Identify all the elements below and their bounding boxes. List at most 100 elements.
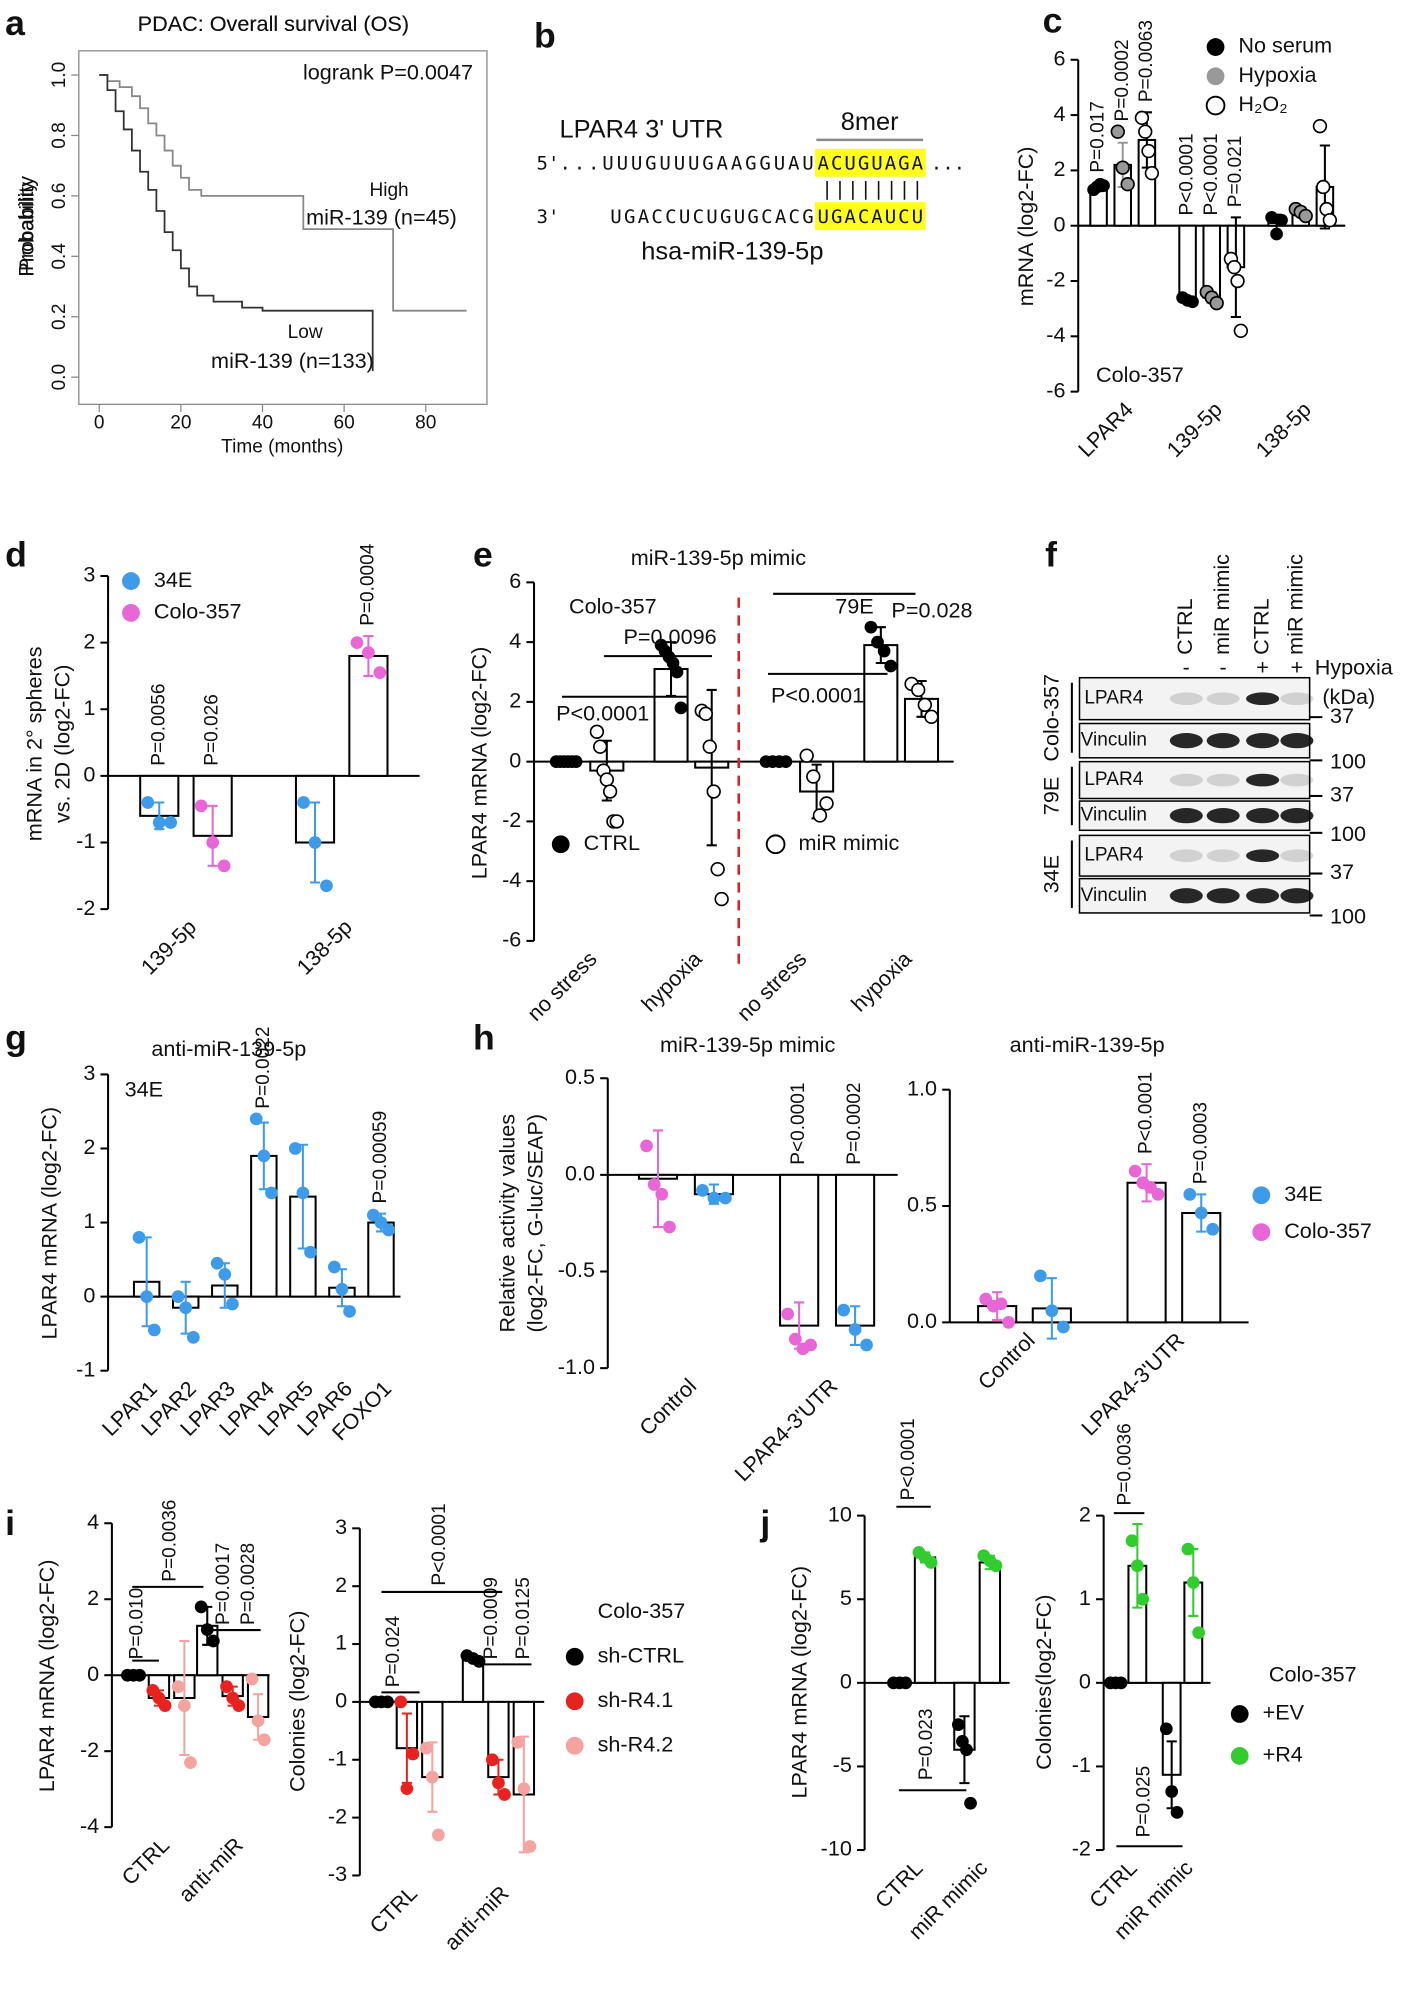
y-tick-label: 2 xyxy=(509,688,521,713)
chart-title: miR-139-5p mimic xyxy=(660,1032,835,1057)
data-point xyxy=(1230,273,1245,289)
legend-marker xyxy=(1252,1223,1271,1241)
y-tick-label: -1 xyxy=(76,828,95,853)
data-point xyxy=(140,1290,154,1303)
p-value: P=0.0056 xyxy=(148,684,169,766)
y-tick-label: 0.5 xyxy=(907,1192,937,1217)
data-point xyxy=(1151,1188,1165,1201)
y-tick-label: 3 xyxy=(335,1514,347,1539)
data-point xyxy=(1134,110,1150,126)
p-value: P=0.021 xyxy=(1225,136,1246,208)
data-point xyxy=(1192,1626,1205,1640)
band xyxy=(1169,849,1203,863)
annotation: P=0.0036 xyxy=(1114,1423,1135,1505)
y-tick-label: -5 xyxy=(833,1752,852,1777)
legend-marker xyxy=(765,834,786,855)
annotation: P=0.0036 xyxy=(159,1500,180,1582)
p-value: P=0.00059 xyxy=(370,1111,391,1204)
data-point xyxy=(1170,1806,1184,1819)
row-label: LPAR4 xyxy=(1084,688,1143,709)
error-bar xyxy=(207,804,218,867)
band xyxy=(1206,773,1240,787)
y-tick-label: -6 xyxy=(502,927,521,952)
y-tick-label: -2 xyxy=(1046,267,1065,292)
y-tick-label: 0.0 xyxy=(565,1161,595,1186)
data-point xyxy=(884,659,898,673)
error-bar xyxy=(652,1129,664,1229)
legend-label: CTRL xyxy=(584,830,640,855)
data-point xyxy=(812,808,828,823)
series-label: High xyxy=(369,180,408,201)
data-point xyxy=(178,1699,191,1712)
cell-line: 34E xyxy=(1038,855,1063,893)
seq: UGACAUCU xyxy=(818,206,924,228)
data-point xyxy=(655,1187,669,1201)
data-point xyxy=(670,665,684,679)
band xyxy=(1280,692,1314,706)
y-tick-label: 4 xyxy=(87,1509,99,1534)
y-tick-label: 1.0 xyxy=(907,1075,937,1100)
data-point xyxy=(432,1828,445,1842)
hypoxia-sign: + xyxy=(1256,655,1269,680)
data-point xyxy=(989,1559,1003,1573)
legend-label: 34E xyxy=(154,567,192,592)
data-point xyxy=(382,1223,395,1237)
y-axis-label: LPAR4 mRNA (log2-FC) xyxy=(34,1560,59,1793)
data-point xyxy=(911,682,926,698)
data-point xyxy=(1128,1164,1142,1178)
marker-label: 37 xyxy=(1330,703,1354,728)
y-tick-label: 0.2 xyxy=(49,303,70,330)
panel-label: j xyxy=(759,1503,770,1543)
data-point xyxy=(1265,211,1278,224)
row-label: Vinculin xyxy=(1081,885,1147,906)
annotation: P=0.0009 xyxy=(481,1577,502,1659)
legend-label: Hypoxia xyxy=(1238,62,1317,87)
band xyxy=(1246,849,1280,863)
legend-label: Colo-357 xyxy=(154,599,242,624)
data-point xyxy=(511,1736,525,1749)
y-tick-label: -4 xyxy=(1046,322,1065,347)
data-point xyxy=(599,772,615,787)
data-point xyxy=(698,706,713,722)
y-tick-label: 0 xyxy=(83,762,95,787)
marker-label: 100 xyxy=(1330,821,1366,846)
x-tick-label: 0 xyxy=(94,412,105,433)
data-point xyxy=(1275,213,1288,227)
y-tick-label: -6 xyxy=(1046,377,1065,402)
data-point xyxy=(194,1600,208,1614)
p-value: P=0.0002 xyxy=(1112,39,1133,121)
annotation: P<0.0001 xyxy=(556,700,649,725)
marker-label: 37 xyxy=(1330,782,1354,807)
p-value: P=0.0063 xyxy=(1136,20,1157,102)
data-point xyxy=(1002,1316,1015,1329)
seq: ... xyxy=(931,153,965,175)
y-tick-label: 0.8 xyxy=(49,122,70,149)
y-tick-label: -4 xyxy=(80,1813,99,1838)
panel-label: d xyxy=(5,534,27,574)
y-tick-label: 0 xyxy=(1053,211,1065,236)
y-tick-label: 0 xyxy=(335,1688,347,1713)
data-point xyxy=(184,1756,197,1769)
data-point xyxy=(406,1747,420,1761)
annotation: P<0.0001 xyxy=(898,1418,919,1500)
y-tick-label: -1.0 xyxy=(558,1354,595,1379)
annotation: 34E xyxy=(125,1077,163,1102)
y-tick-label: 6 xyxy=(509,568,521,593)
data-point xyxy=(647,1178,661,1191)
band xyxy=(1206,692,1240,706)
y-tick-label: 0 xyxy=(509,747,521,772)
y-tick-label: 0 xyxy=(87,1661,99,1686)
data-point xyxy=(804,1338,817,1352)
data-point xyxy=(498,1788,511,1801)
y-tick-label: -2 xyxy=(502,807,521,832)
panel-label: h xyxy=(473,1018,495,1058)
data-point xyxy=(200,1623,214,1636)
data-point xyxy=(1165,1785,1179,1798)
data-point xyxy=(343,1305,356,1318)
legend-marker xyxy=(1206,67,1225,86)
data-point xyxy=(249,1112,263,1126)
highlight xyxy=(815,148,926,177)
y-tick-label: 0 xyxy=(840,1669,852,1694)
data-point xyxy=(964,1796,977,1810)
data-point xyxy=(994,1297,1008,1311)
